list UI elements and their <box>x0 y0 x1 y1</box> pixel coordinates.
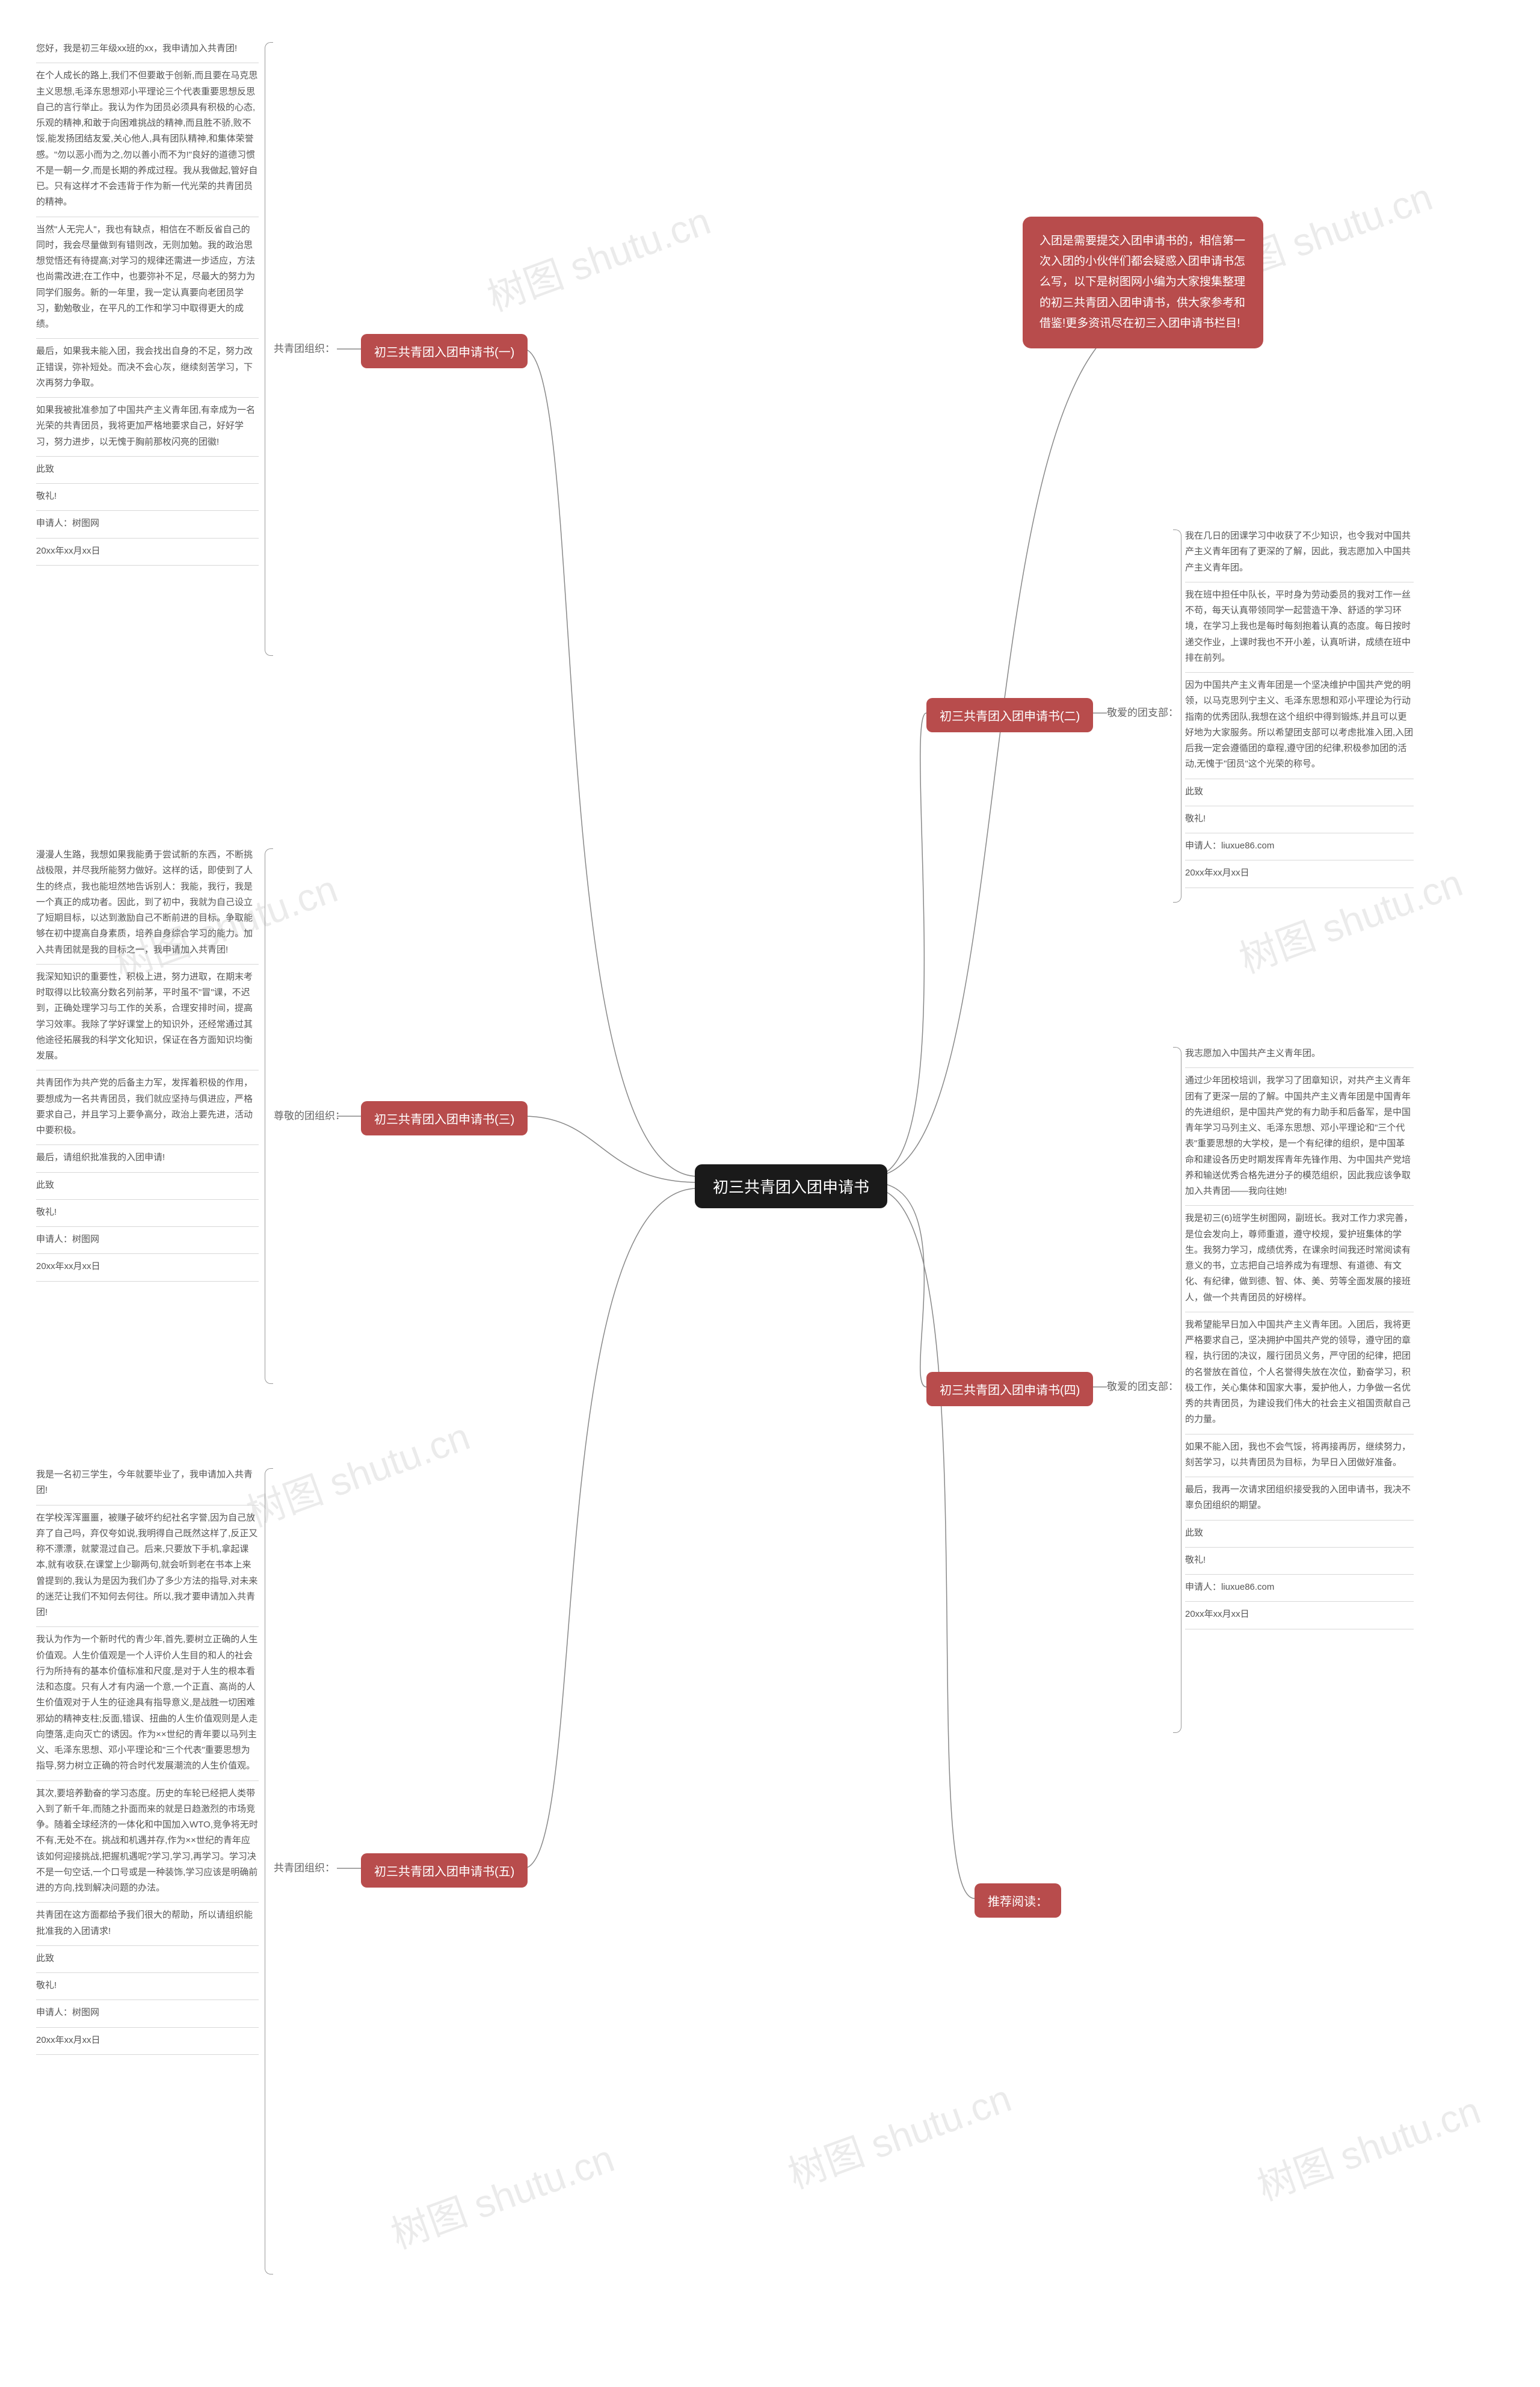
leaf: 因为中国共产主义青年团是一个坚决维护中国共产党的明领，以马克思列宁主义、毛泽东思… <box>1185 673 1414 779</box>
leaf: 此致 <box>36 1946 259 1973</box>
leaf: 申请人：树图网 <box>36 2000 259 2027</box>
leaf: 当然"人无完人"，我也有缺点，相信在不断反省自己的同时，我会尽量做到有错则改，无… <box>36 217 259 339</box>
leaf: 在学校浑浑噩噩，被赚子破坏约纪社名字誉,因为自己放弃了自己吗，弃仅夸如说,我明得… <box>36 1505 259 1628</box>
leaf: 申请人：liuxue86.com <box>1185 833 1414 860</box>
leaf: 我深知知识的重要性，积极上进，努力进取，在期末考时取得以比较高分数名列前茅，平时… <box>36 965 259 1071</box>
leaf: 如果不能入团，我也不会气馁，将再接再厉，继续努力，刻苦学习，以共青团员为目标，为… <box>1185 1434 1414 1478</box>
leaf: 此致 <box>1185 779 1414 806</box>
leaf: 敬礼! <box>36 1973 259 2000</box>
bracket <box>265 42 273 656</box>
leaf: 我希望能早日加入中国共产主义青年团。入团后，我将更严格要求自己，坚决拥护中国共产… <box>1185 1312 1414 1434</box>
leaf: 如果我被批准参加了中国共产主义青年团,有幸成为一名光荣的共青团员，我将更加严格地… <box>36 398 259 457</box>
leaf: 我是初三(6)班学生树图网，副班长。我对工作力求完善，是位会发向上，尊师重道，遵… <box>1185 1206 1414 1312</box>
leaf: 我在几日的团课学习中收获了不少知识，也令我对中国共产主义青年团有了更深的了解，因… <box>1185 523 1414 582</box>
leaf: 申请人：liuxue86.com <box>1185 1575 1414 1602</box>
leaf-group-b4: 我志愿加入中国共产主义青年团。 通过少年团校培训，我学习了团章知识，对共产主义青… <box>1185 1041 1414 1629</box>
leaf: 漫漫人生路，我想如果我能勇于尝试新的东西，不断挑战极限，并尽我所能努力做好。这样… <box>36 842 259 965</box>
leaf: 共青团在这方面都给予我们很大的帮助，所以请组织能批准我的入团请求! <box>36 1903 259 1946</box>
sub-label-b4: 敬爱的团支部： <box>1107 1378 1178 1393</box>
leaf: 20xx年xx月xx日 <box>36 539 259 566</box>
watermark: 树图 shutu.cn <box>383 2128 621 2259</box>
leaf-group-b3: 漫漫人生路，我想如果我能勇于尝试新的东西，不断挑战极限，并尽我所能努力做好。这样… <box>36 842 259 1282</box>
intro-text: 入团是需要提交入团申请书的，相信第一次入团的小伙伴们都会疑惑入团申请书怎么写，以… <box>1023 217 1263 348</box>
branch-b4: 初三共青团入团申请书(四) <box>926 1372 1093 1406</box>
leaf-group-b5: 我是一名初三学生，今年就要毕业了，我申请加入共青团! 在学校浑浑噩噩，被赚子破坏… <box>36 1462 259 2055</box>
leaf: 共青团作为共产党的后备主力军，发挥着积极的作用，要想成为一名共青团员，我们就应坚… <box>36 1070 259 1145</box>
leaf: 敬礼! <box>36 1200 259 1227</box>
leaf: 此致 <box>1185 1521 1414 1548</box>
center-node: 初三共青团入团申请书 <box>695 1164 887 1208</box>
leaf: 我志愿加入中国共产主义青年团。 <box>1185 1041 1414 1068</box>
sub-label-b1: 共青团组织： <box>274 340 335 355</box>
sub-label-b3: 尊敬的团组织： <box>274 1107 345 1122</box>
leaf-group-b2: 我在几日的团课学习中收获了不少知识，也令我对中国共产主义青年团有了更深的了解，因… <box>1185 523 1414 888</box>
leaf: 您好，我是初三年级xx班的xx，我申请加入共青团! <box>36 36 259 63</box>
leaf: 此致 <box>36 457 259 484</box>
leaf-group-b1: 您好，我是初三年级xx班的xx，我申请加入共青团! 在个人成长的路上,我们不但要… <box>36 36 259 566</box>
branch-b2: 初三共青团入团申请书(二) <box>926 698 1093 732</box>
leaf: 敬礼! <box>1185 806 1414 833</box>
watermark: 树图 shutu.cn <box>479 190 717 322</box>
sub-label-b2: 敬爱的团支部： <box>1107 704 1178 719</box>
branch-b5: 初三共青团入团申请书(五) <box>361 1853 528 1888</box>
leaf: 申请人：树图网 <box>36 511 259 538</box>
bracket <box>265 848 273 1384</box>
watermark: 树图 shutu.cn <box>1249 2080 1487 2211</box>
leaf: 20xx年xx月xx日 <box>1185 860 1414 888</box>
branch-b1: 初三共青团入团申请书(一) <box>361 334 528 368</box>
leaf: 20xx年xx月xx日 <box>1185 1602 1414 1629</box>
leaf: 申请人：树图网 <box>36 1227 259 1254</box>
leaf: 此致 <box>36 1173 259 1200</box>
leaf: 最后，请组织批准我的入团申请! <box>36 1145 259 1172</box>
leaf: 最后，如果我未能入团，我会找出自身的不足，努力改正错误，弥补短处。而决不会心灰，… <box>36 339 259 398</box>
sub-label-b5: 共青团组织： <box>274 1859 335 1874</box>
leaf: 20xx年xx月xx日 <box>36 2028 259 2055</box>
bracket <box>265 1468 273 2274</box>
watermark: 树图 shutu.cn <box>780 2067 1018 2199</box>
leaf: 敬礼! <box>36 484 259 511</box>
branch-b3: 初三共青团入团申请书(三) <box>361 1101 528 1135</box>
leaf: 最后，我再一次请求团组织接受我的入团申请书，我决不辜负团组织的期望。 <box>1185 1477 1414 1521</box>
leaf: 其次,要培养勤奋的学习态度。历史的车轮已经把人类带入到了新千年,而随之扑面而来的… <box>36 1781 259 1903</box>
leaf: 我是一名初三学生，今年就要毕业了，我申请加入共青团! <box>36 1462 259 1505</box>
leaf: 在个人成长的路上,我们不但要敢于创新,而且要在马克思主义思想,毛泽东思想邓小平理… <box>36 63 259 217</box>
watermark: 树图 shutu.cn <box>238 1406 476 1537</box>
branch-b6: 推荐阅读： <box>975 1883 1061 1918</box>
leaf: 我在班中担任中队长，平时身为劳动委员的我对工作一丝不苟，每天认真带领同学一起营造… <box>1185 582 1414 673</box>
leaf: 我认为作为一个新时代的青少年,首先,要树立正确的人生价值观。人生价值观是一个人评… <box>36 1627 259 1780</box>
leaf: 通过少年团校培训，我学习了团章知识，对共产主义青年团有了更深一层的了解。中国共产… <box>1185 1068 1414 1206</box>
leaf: 敬礼! <box>1185 1548 1414 1575</box>
leaf: 20xx年xx月xx日 <box>36 1254 259 1281</box>
